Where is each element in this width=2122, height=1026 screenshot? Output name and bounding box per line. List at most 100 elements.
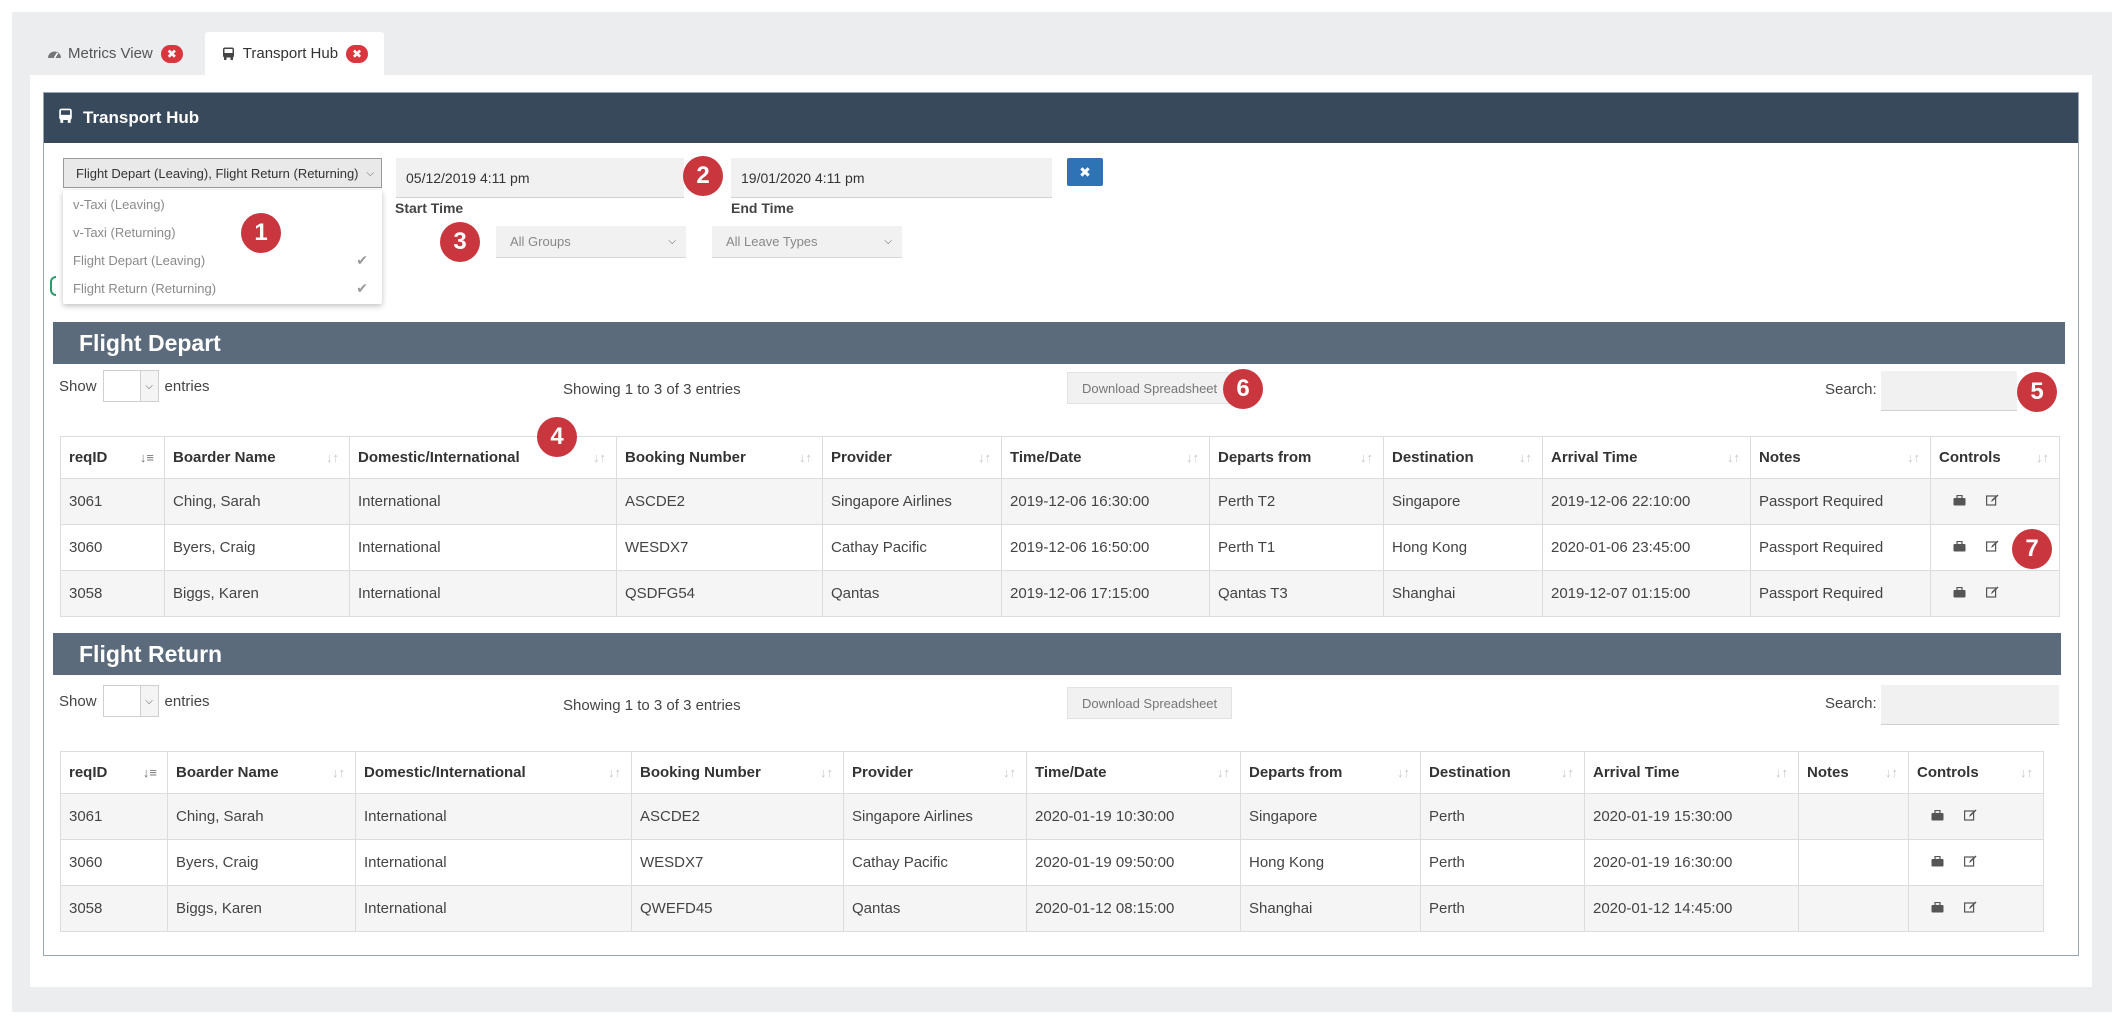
column-header-notes[interactable]: Notes ↓↑ bbox=[1798, 751, 1909, 794]
edit-icon[interactable] bbox=[1986, 540, 1999, 555]
sort-icon[interactable]: ↓↑ bbox=[799, 450, 812, 465]
edit-icon[interactable] bbox=[1964, 901, 1977, 916]
menu-item-flight-return[interactable]: Flight Return (Returning) ✔ bbox=[63, 274, 382, 302]
clear-dates-button[interactable]: ✖ bbox=[1067, 158, 1103, 186]
sort-icon[interactable]: ↓↑ bbox=[2020, 765, 2033, 780]
end-time-input[interactable]: 19/01/2020 4:11 pm bbox=[731, 158, 1052, 198]
transport-type-select[interactable]: Flight Depart (Leaving), Flight Return (… bbox=[63, 158, 382, 188]
column-header-provider[interactable]: Provider ↓↑ bbox=[843, 751, 1027, 794]
column-header-notes[interactable]: Notes ↓↑ bbox=[1750, 436, 1931, 479]
sort-icon[interactable]: ↓↑ bbox=[978, 450, 991, 465]
depart-search-input[interactable] bbox=[1881, 371, 2017, 411]
chevron-down-icon: ⌵ bbox=[668, 236, 676, 247]
start-time-value: 05/12/2019 4:11 pm bbox=[406, 169, 530, 186]
edit-icon[interactable] bbox=[1964, 855, 1977, 870]
sort-icon[interactable]: ↓↑ bbox=[1519, 450, 1532, 465]
tab-metrics-view[interactable]: Metrics View ✖ bbox=[30, 32, 199, 75]
entries-per-page-select[interactable]: ⌵ bbox=[102, 370, 159, 402]
column-header-booking-number[interactable]: Booking Number ↓↑ bbox=[616, 436, 823, 479]
briefcase-icon[interactable] bbox=[1931, 855, 1944, 870]
entries-per-page-select[interactable]: ⌵ bbox=[102, 685, 159, 717]
column-header-destination[interactable]: Destination ↓↑ bbox=[1420, 751, 1585, 794]
toggle-switch[interactable] bbox=[50, 276, 56, 296]
sort-icon[interactable]: ↓↑ bbox=[593, 450, 606, 465]
column-header-reqid[interactable]: reqID ↓≡ bbox=[60, 751, 168, 794]
column-header-departs-from[interactable]: Departs from ↓↑ bbox=[1240, 751, 1421, 794]
sort-icon[interactable]: ↓↑ bbox=[1360, 450, 1373, 465]
sort-icon[interactable]: ↓↑ bbox=[1907, 450, 1920, 465]
sort-icon[interactable]: ↓↑ bbox=[1003, 765, 1016, 780]
column-header-arrival-time[interactable]: Arrival Time ↓↑ bbox=[1584, 751, 1799, 794]
table-header-row: reqID ↓≡ Boarder Name ↓↑ Domestic/Internatio… bbox=[60, 436, 2060, 479]
column-header-label: Controls bbox=[1917, 764, 1979, 781]
cell-reqid: 3060 bbox=[60, 839, 168, 886]
tab-transport-hub[interactable]: Transport Hub ✖ bbox=[204, 32, 385, 75]
sort-icon[interactable]: ↓↑ bbox=[608, 765, 621, 780]
cell-departs-from: Singapore bbox=[1240, 793, 1421, 840]
column-header-reqid[interactable]: reqID ↓≡ bbox=[60, 436, 165, 479]
return-search-label: Search: bbox=[1825, 695, 1877, 712]
start-time-input[interactable]: 05/12/2019 4:11 pm bbox=[396, 158, 684, 198]
briefcase-icon[interactable] bbox=[1931, 901, 1944, 916]
column-header-booking-number[interactable]: Booking Number ↓↑ bbox=[631, 751, 844, 794]
chevron-down-icon: ⌵ bbox=[139, 686, 158, 716]
column-header-boarder-name[interactable]: Boarder Name ↓↑ bbox=[164, 436, 350, 479]
cell-departs-from: Shanghai bbox=[1240, 885, 1421, 932]
column-header-boarder-name[interactable]: Boarder Name ↓↑ bbox=[167, 751, 356, 794]
return-search-input[interactable] bbox=[1881, 685, 2059, 725]
briefcase-icon[interactable] bbox=[1931, 809, 1944, 824]
groups-select[interactable]: All Groups ⌵ bbox=[496, 226, 686, 258]
cell-controls bbox=[1930, 570, 2060, 617]
close-tab-icon[interactable]: ✖ bbox=[160, 44, 183, 63]
sort-icon[interactable]: ↓↑ bbox=[1217, 765, 1230, 780]
cell-arrival-time: 2020-01-19 15:30:00 bbox=[1584, 793, 1799, 840]
cell-time-date: 2020-01-19 10:30:00 bbox=[1026, 793, 1241, 840]
edit-icon[interactable] bbox=[1964, 809, 1977, 824]
edit-icon[interactable] bbox=[1986, 494, 1999, 509]
sort-icon[interactable]: ↓↑ bbox=[1397, 765, 1410, 780]
column-header-domestic-international[interactable]: Domestic/International ↓↑ bbox=[355, 751, 632, 794]
edit-icon[interactable] bbox=[1986, 586, 1999, 601]
leave-types-select[interactable]: All Leave Types ⌵ bbox=[712, 226, 902, 258]
column-header-provider[interactable]: Provider ↓↑ bbox=[822, 436, 1002, 479]
sort-icon[interactable]: ↓↑ bbox=[1727, 450, 1740, 465]
column-header-time-date[interactable]: Time/Date ↓↑ bbox=[1001, 436, 1210, 479]
sort-icon[interactable]: ↓↑ bbox=[1775, 765, 1788, 780]
column-header-time-date[interactable]: Time/Date ↓↑ bbox=[1026, 751, 1241, 794]
cell-arrival-time: 2019-12-06 22:10:00 bbox=[1542, 478, 1751, 525]
column-header-arrival-time[interactable]: Arrival Time ↓↑ bbox=[1542, 436, 1751, 479]
cell-booking-number: QWEFD45 bbox=[631, 885, 844, 932]
menu-item-vtaxi-leaving[interactable]: v-Taxi (Leaving) bbox=[63, 190, 382, 218]
column-header-controls[interactable]: Controls ↓↑ bbox=[1908, 751, 2044, 794]
sort-icon[interactable]: ↓↑ bbox=[2036, 450, 2049, 465]
briefcase-icon[interactable] bbox=[1953, 540, 1966, 555]
column-header-domestic-international[interactable]: Domestic/International ↓↑ bbox=[349, 436, 617, 479]
sort-icon[interactable]: ↓↑ bbox=[820, 765, 833, 780]
cell-domestic-international: International bbox=[355, 839, 632, 886]
sort-descending-icon[interactable]: ↓≡ bbox=[142, 765, 157, 780]
column-header-destination[interactable]: Destination ↓↑ bbox=[1383, 436, 1543, 479]
briefcase-icon[interactable] bbox=[1953, 586, 1966, 601]
sort-icon[interactable]: ↓↑ bbox=[332, 765, 345, 780]
sort-icon[interactable]: ↓↑ bbox=[1561, 765, 1574, 780]
column-header-label: Destination bbox=[1392, 449, 1474, 466]
show-label: Show bbox=[59, 692, 97, 710]
column-header-label: Time/Date bbox=[1035, 764, 1107, 781]
menu-item-flight-depart[interactable]: Flight Depart (Leaving) ✔ bbox=[63, 246, 382, 274]
sort-descending-icon[interactable]: ↓≡ bbox=[139, 450, 154, 465]
column-header-label: reqID bbox=[69, 449, 108, 466]
column-header-departs-from[interactable]: Departs from ↓↑ bbox=[1209, 436, 1384, 479]
cell-reqid: 3061 bbox=[60, 478, 165, 525]
cell-departs-from: Perth T2 bbox=[1209, 478, 1384, 525]
column-header-label: Provider bbox=[831, 449, 892, 466]
menu-item-vtaxi-returning[interactable]: v-Taxi (Returning) bbox=[63, 218, 382, 246]
sort-icon[interactable]: ↓↑ bbox=[1885, 765, 1898, 780]
column-header-controls[interactable]: Controls ↓↑ bbox=[1930, 436, 2060, 479]
close-tab-icon[interactable]: ✖ bbox=[346, 44, 369, 63]
sort-icon[interactable]: ↓↑ bbox=[326, 450, 339, 465]
briefcase-icon[interactable] bbox=[1953, 494, 1966, 509]
sort-icon[interactable]: ↓↑ bbox=[1186, 450, 1199, 465]
return-download-button[interactable]: Download Spreadsheet bbox=[1067, 687, 1233, 719]
flight-return-header: Flight Return bbox=[53, 633, 2061, 675]
depart-download-button[interactable]: Download Spreadsheet bbox=[1067, 372, 1233, 404]
